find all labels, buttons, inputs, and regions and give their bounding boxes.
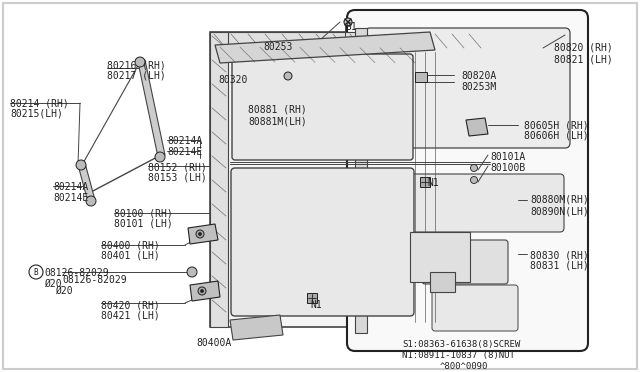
Text: 80400A: 80400A [196, 338, 231, 348]
Circle shape [187, 267, 197, 277]
Circle shape [200, 289, 204, 292]
Text: 80821 (LH): 80821 (LH) [554, 54, 612, 64]
Circle shape [470, 164, 477, 171]
Text: 80605H (RH): 80605H (RH) [524, 120, 589, 130]
Text: 80320: 80320 [218, 75, 248, 85]
Text: 80101A: 80101A [490, 152, 525, 162]
Circle shape [344, 18, 352, 26]
Text: 80881M(LH): 80881M(LH) [248, 116, 307, 126]
Text: 80881 (RH): 80881 (RH) [248, 105, 307, 115]
Text: 80890N(LH): 80890N(LH) [530, 206, 589, 216]
Text: 80421 (LH): 80421 (LH) [101, 311, 160, 321]
Text: 80214A: 80214A [167, 136, 202, 146]
Polygon shape [190, 281, 220, 301]
Text: 80401 (LH): 80401 (LH) [101, 251, 160, 261]
Text: 80214A: 80214A [53, 182, 88, 192]
Text: 80215(LH): 80215(LH) [10, 109, 63, 119]
Circle shape [470, 176, 477, 183]
Text: 80101 (LH): 80101 (LH) [114, 219, 173, 229]
Text: 80216 (RH): 80216 (RH) [107, 60, 166, 70]
Text: 80153 (LH): 80153 (LH) [148, 173, 207, 183]
Text: 80152 (RH): 80152 (RH) [148, 162, 207, 172]
Bar [307, 293, 317, 303]
Circle shape [135, 57, 145, 67]
Text: 80100B: 80100B [490, 163, 525, 173]
Text: 80253M: 80253M [461, 82, 496, 92]
Text: 08126-82029: 08126-82029 [62, 275, 127, 285]
Text: Ø20: Ø20 [44, 279, 61, 289]
Text: 80420 (RH): 80420 (RH) [101, 300, 160, 310]
Text: 80214E: 80214E [53, 193, 88, 203]
Text: S1: S1 [345, 22, 356, 32]
Text: 80831 (LH): 80831 (LH) [530, 261, 589, 271]
Text: 80830 (RH): 80830 (RH) [530, 250, 589, 260]
Circle shape [284, 72, 292, 80]
Polygon shape [138, 60, 165, 157]
Text: 80217 (LH): 80217 (LH) [107, 71, 166, 81]
Text: 80253: 80253 [263, 42, 292, 52]
Text: 80400 (RH): 80400 (RH) [101, 240, 160, 250]
Circle shape [86, 196, 96, 206]
Text: N1: N1 [310, 300, 322, 310]
Bar [210, 32, 495, 327]
Circle shape [155, 152, 165, 162]
Circle shape [196, 230, 204, 238]
FancyBboxPatch shape [231, 168, 414, 316]
Text: 08126-82029: 08126-82029 [44, 268, 109, 278]
Circle shape [198, 287, 206, 295]
Text: N1: N1 [427, 178, 439, 188]
Bar [210, 32, 228, 327]
Bar [410, 232, 470, 282]
Bar [420, 177, 430, 187]
Text: 80606H (LH): 80606H (LH) [524, 131, 589, 141]
Text: 80214 (RH): 80214 (RH) [10, 98, 68, 108]
Circle shape [76, 160, 86, 170]
Circle shape [198, 232, 202, 235]
Text: 80820 (RH): 80820 (RH) [554, 43, 612, 53]
FancyBboxPatch shape [422, 240, 508, 284]
Text: B: B [34, 268, 38, 277]
Text: 80880M(RH): 80880M(RH) [530, 195, 589, 205]
Text: 80214E: 80214E [167, 147, 202, 157]
Polygon shape [215, 32, 435, 63]
FancyBboxPatch shape [232, 54, 413, 160]
Text: N1:08911-10837 (8)NUT: N1:08911-10837 (8)NUT [402, 351, 515, 360]
FancyBboxPatch shape [347, 10, 588, 351]
Bar [415, 72, 427, 82]
Text: Ø20: Ø20 [55, 286, 72, 296]
Bar [210, 32, 495, 50]
Text: S1:08363-61638(8)SCREW: S1:08363-61638(8)SCREW [402, 340, 520, 349]
FancyBboxPatch shape [371, 174, 564, 232]
FancyBboxPatch shape [365, 28, 570, 148]
Text: ^800^0090: ^800^0090 [440, 362, 488, 371]
FancyBboxPatch shape [432, 285, 518, 331]
Polygon shape [466, 118, 488, 136]
Polygon shape [230, 315, 283, 340]
Text: 80100 (RH): 80100 (RH) [114, 208, 173, 218]
Text: 80820A: 80820A [461, 71, 496, 81]
Polygon shape [355, 28, 367, 333]
Bar [430, 272, 455, 292]
Polygon shape [188, 224, 218, 244]
Polygon shape [78, 163, 95, 202]
